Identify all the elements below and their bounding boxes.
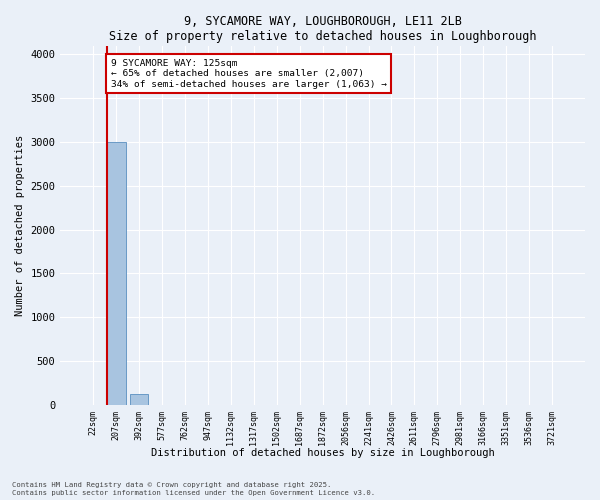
Text: Contains HM Land Registry data © Crown copyright and database right 2025.: Contains HM Land Registry data © Crown c… bbox=[12, 482, 331, 488]
Bar bbox=[107, 142, 125, 405]
Y-axis label: Number of detached properties: Number of detached properties bbox=[15, 134, 25, 316]
Title: 9, SYCAMORE WAY, LOUGHBOROUGH, LE11 2LB
Size of property relative to detached ho: 9, SYCAMORE WAY, LOUGHBOROUGH, LE11 2LB … bbox=[109, 15, 536, 43]
Text: Contains public sector information licensed under the Open Government Licence v3: Contains public sector information licen… bbox=[12, 490, 375, 496]
X-axis label: Distribution of detached houses by size in Loughborough: Distribution of detached houses by size … bbox=[151, 448, 494, 458]
Bar bbox=[130, 394, 148, 405]
Text: 9 SYCAMORE WAY: 125sqm
← 65% of detached houses are smaller (2,007)
34% of semi-: 9 SYCAMORE WAY: 125sqm ← 65% of detached… bbox=[110, 58, 386, 88]
